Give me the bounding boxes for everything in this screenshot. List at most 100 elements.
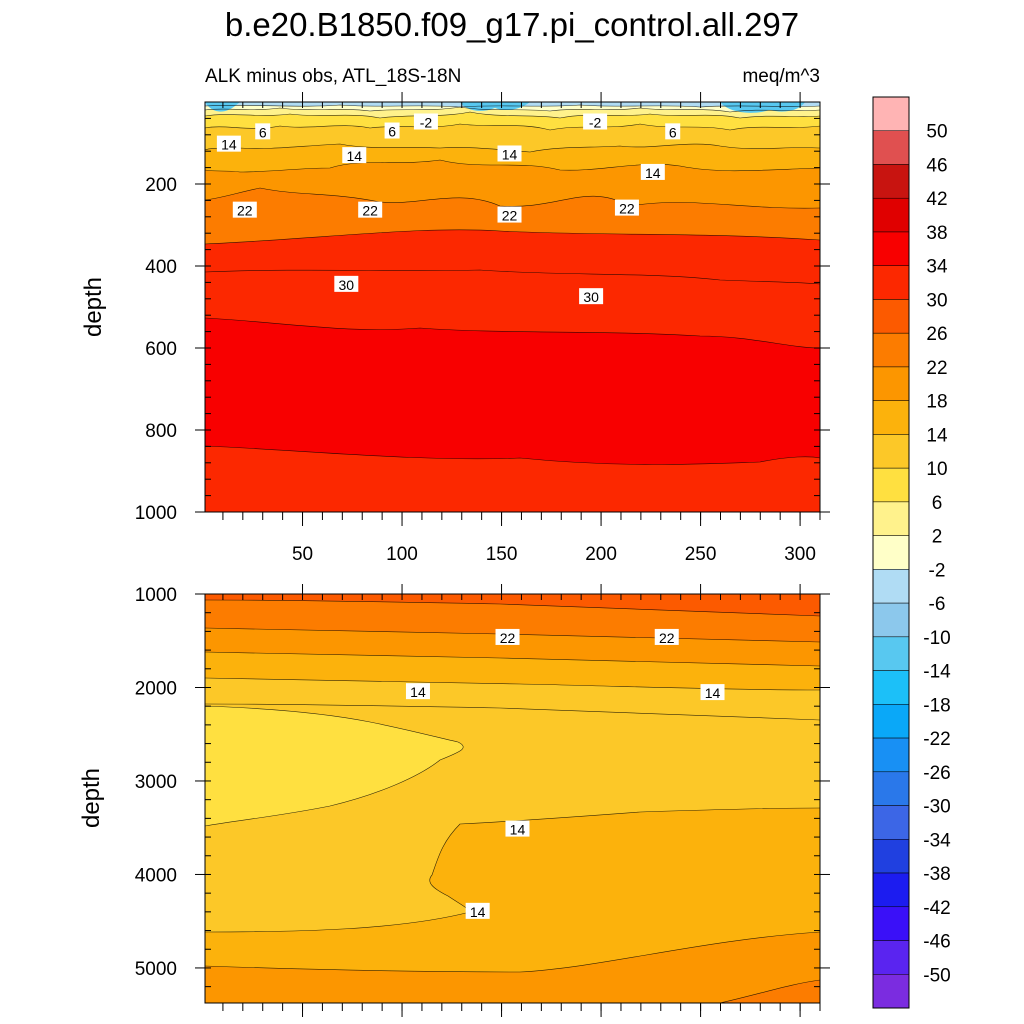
svg-text:22: 22: [502, 208, 518, 224]
svg-text:14: 14: [705, 685, 721, 701]
colorbar-label: -18: [923, 695, 950, 716]
colorbar-swatch: [872, 704, 910, 739]
upper-contour-fill: [205, 102, 820, 512]
contour-label: 22: [232, 201, 257, 219]
colorbar-swatch: [872, 940, 910, 975]
x-tick-label: 200: [585, 544, 617, 565]
svg-text:14: 14: [410, 684, 426, 700]
contour-label: -2: [413, 113, 438, 131]
colorbar-label: -26: [923, 763, 950, 784]
colorbar-swatch: [872, 197, 910, 233]
y-tick-label: 2000: [135, 678, 177, 699]
svg-text:22: 22: [237, 203, 253, 219]
lower-contour-labels: 22 22 14 14 14 14: [405, 628, 725, 920]
x-tick-label: 100: [386, 544, 418, 565]
contour-label: 14: [497, 145, 522, 162]
colorbar-swatch: [872, 535, 910, 570]
svg-text:6: 6: [669, 124, 677, 140]
y-tick-label: 1000: [135, 585, 177, 606]
y-tick-label: 3000: [135, 772, 177, 793]
colorbar-label: 10: [926, 459, 947, 480]
contour-label: 14: [640, 163, 665, 181]
contour-label: 6: [665, 123, 681, 140]
colorbar-swatch: [872, 130, 910, 165]
colorbar-swatch: [872, 501, 910, 536]
svg-text:14: 14: [221, 137, 237, 153]
svg-text:22: 22: [500, 630, 516, 646]
colorbar-swatch: [872, 771, 910, 806]
colorbar-label: 50: [926, 122, 947, 143]
colorbar-swatch: [872, 839, 910, 874]
colorbar-swatch: [872, 366, 910, 401]
svg-text:-2: -2: [589, 115, 602, 131]
contour-label: 14: [216, 135, 241, 153]
colorbar-swatch: [872, 670, 910, 705]
colorbar-swatch: [872, 974, 910, 1009]
colorbar-label: -2: [929, 560, 946, 581]
colorbar-label: 34: [926, 257, 948, 278]
colorbar-label: -10: [923, 628, 950, 649]
colorbar-label: -6: [929, 594, 946, 615]
contour-label: 14: [405, 683, 430, 700]
colorbar-label: -38: [923, 864, 950, 885]
upper-panel: -2 -2 6 6 6 14 14 14 14 22 22 22 22 30 30 200 400 600 800…: [80, 92, 830, 565]
svg-text:22: 22: [659, 630, 675, 646]
contour-label: 6: [384, 122, 400, 140]
colorbar-swatch: [872, 299, 910, 334]
upper-contour-labels: -2 -2 6 6 6 14 14 14 14 22 22 22 22 30 30: [216, 113, 681, 305]
colorbar-swatch: [872, 636, 910, 671]
contour-label: 14: [505, 820, 530, 838]
colorbar-label: -42: [923, 898, 950, 919]
colorbar-swatch: [872, 96, 910, 131]
colorbar-swatch: [872, 872, 910, 908]
lower-panel: 22 22 14 14 14 14 1000 2000 3000 4000 5000 depth: [78, 584, 830, 1017]
contour-label: 22: [654, 628, 679, 646]
colorbar-swatch: [872, 467, 910, 503]
upper-depth-label: depth: [80, 277, 107, 337]
contour-label: -2: [583, 113, 608, 131]
lower-plot-frame: [204, 593, 821, 1004]
contour-label: 22: [497, 206, 522, 224]
colorbar-swatch: [872, 737, 910, 773]
x-tick-label: 300: [784, 544, 816, 565]
colorbar-label: 6: [932, 493, 943, 514]
colorbar-swatch: [872, 332, 910, 368]
lower-axes: 1000 2000 3000 4000 5000: [135, 584, 830, 1017]
x-tick-label: 150: [486, 544, 518, 565]
colorbar-label: -22: [923, 729, 950, 750]
svg-text:22: 22: [619, 201, 635, 217]
y-tick-label: 800: [145, 421, 177, 442]
chart-title: b.e20.B1850.f09_g17.pi_control.all.297: [225, 6, 799, 43]
y-tick-label: 4000: [135, 865, 177, 886]
colorbar-label: 22: [926, 358, 947, 379]
contour-label: 22: [614, 199, 639, 217]
colorbar-label: -50: [923, 965, 950, 986]
svg-text:14: 14: [510, 822, 526, 838]
y-tick-label: 600: [145, 339, 177, 360]
contour-label: 6: [255, 123, 271, 140]
colorbar-swatch: [872, 265, 910, 300]
lower-contour-fill: [205, 594, 820, 1003]
colorbar-swatch: [872, 164, 910, 199]
svg-text:14: 14: [346, 148, 362, 164]
colorbar-swatch: [872, 400, 910, 435]
colorbar-label: 46: [926, 155, 947, 176]
contour-label: 22: [495, 628, 520, 646]
svg-text:14: 14: [470, 904, 486, 920]
svg-text:14: 14: [645, 165, 661, 181]
subtitle-right: meq/m^3: [742, 66, 820, 87]
y-tick-label: 1000: [135, 503, 177, 524]
colorbar-label: 30: [926, 290, 947, 311]
lower-depth-label: depth: [78, 768, 105, 828]
colorbar-label: -46: [923, 932, 950, 953]
colorbar: 50 46 42 38 34 30 26 22 18 14 10 6 2 -2 -6 -10 -14 -18 -22…: [872, 96, 951, 1009]
svg-text:6: 6: [388, 124, 396, 140]
colorbar-label: 38: [926, 223, 947, 244]
colorbar-swatch: [872, 231, 910, 266]
colorbar-swatch: [872, 602, 910, 638]
colorbar-label: 26: [926, 324, 947, 345]
contour-label: 30: [579, 288, 604, 305]
x-tick-label: 250: [685, 544, 717, 565]
upper-axes: 200 400 600 800 1000 50 100 150 200 250 300: [135, 92, 830, 565]
